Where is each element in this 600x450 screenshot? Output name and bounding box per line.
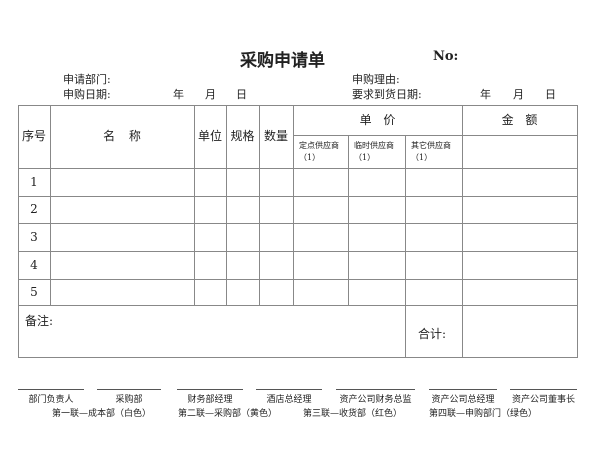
month-label: 月 — [205, 88, 216, 101]
signature-asset-cfo: 资产公司财务总监 — [336, 389, 415, 405]
copy-1: 第一联—成本部（白色） — [52, 409, 152, 419]
day-label: 日 — [236, 88, 247, 101]
header-spec: 规格 — [230, 129, 255, 143]
table-gridline — [18, 223, 577, 224]
header-unit: 单位 — [197, 129, 222, 143]
table-gridline — [18, 305, 577, 306]
table-gridline — [226, 105, 227, 305]
table-gridline — [293, 105, 294, 305]
table-gridline — [50, 105, 51, 305]
signature-purchasing: 采购部 — [97, 389, 161, 405]
table-gridline — [348, 135, 349, 305]
table-gridline — [18, 279, 577, 280]
header-seq: 序号 — [22, 129, 47, 143]
signature-asset-chairman: 资产公司董事长 — [510, 389, 577, 405]
header-temp-supplier: 临时供应商 （1） — [354, 140, 394, 162]
page-title: 采购申请单 — [240, 51, 325, 71]
due-month-label: 月 — [513, 88, 524, 101]
number-label: No: — [433, 49, 459, 64]
date-label: 申购日期: — [63, 88, 111, 101]
signature-dept-head: 部门负责人 — [18, 389, 84, 405]
row-5-seq: 5 — [30, 284, 38, 299]
table-gridline — [462, 105, 463, 305]
signature-asset-gm: 资产公司总经理 — [429, 389, 497, 405]
copy-2: 第二联—采购部（黄色） — [178, 409, 278, 419]
copy-4: 第四联—申购部门（绿色） — [429, 409, 538, 419]
total-label: 合计: — [418, 327, 447, 341]
signature-hotel-gm: 酒店总经理 — [256, 389, 322, 405]
table-gridline — [18, 251, 577, 252]
header-qty: 数量 — [263, 129, 288, 143]
signature-finance-manager: 财务部经理 — [177, 389, 243, 405]
header-amount: 金 额 — [501, 112, 538, 127]
table-gridline — [194, 105, 195, 305]
header-fixed-supplier: 定点供应商 （1） — [299, 140, 339, 162]
year-label: 年 — [173, 88, 184, 101]
row-4-seq: 4 — [30, 257, 38, 272]
table-gridline — [18, 196, 577, 197]
header-price: 单 价 — [359, 112, 396, 127]
due-day-label: 日 — [545, 88, 556, 101]
row-1-seq: 1 — [30, 174, 38, 189]
reason-label: 申购理由: — [352, 73, 400, 86]
row-2-seq: 2 — [30, 202, 38, 216]
table-gridline — [405, 135, 406, 357]
table-gridline — [462, 305, 463, 357]
header-other-supplier: 其它供应商 （1） — [411, 140, 451, 162]
table-gridline — [18, 168, 577, 169]
remark-label: 备注: — [25, 314, 54, 328]
dept-label: 申请部门: — [63, 73, 111, 86]
copy-3: 第三联—收货部（红色） — [303, 409, 403, 419]
table-gridline — [259, 105, 260, 305]
table-gridline — [293, 135, 577, 136]
due-date-label: 要求到货日期: — [352, 88, 422, 101]
header-name: 名 称 — [103, 129, 141, 143]
row-3-seq: 3 — [30, 229, 38, 244]
due-year-label: 年 — [480, 88, 491, 101]
